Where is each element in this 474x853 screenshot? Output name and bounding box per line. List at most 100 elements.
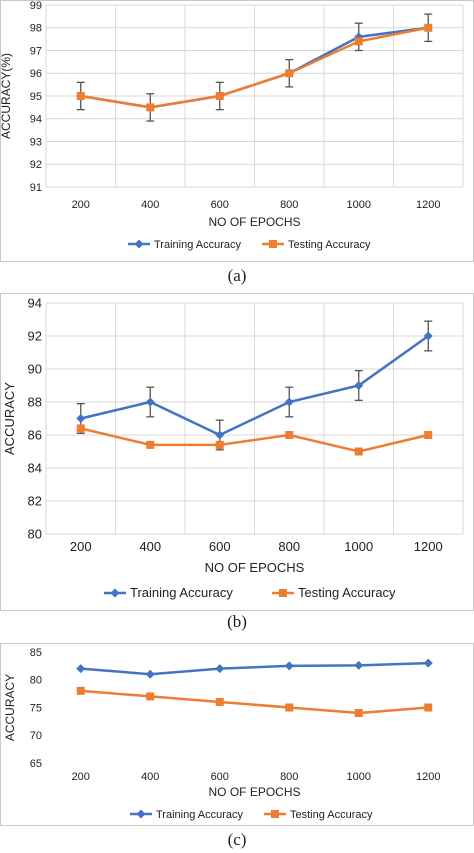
chart-a-svg: 91 92 93 94 95 96 97 98 99 200 400 600 800 1000 1200 NO… [0, 0, 474, 262]
legend-marker-diamond [110, 588, 120, 598]
y-tick-label: 75 [30, 702, 42, 714]
training-point-marker [76, 664, 86, 674]
chart-b-caption: (b) [227, 612, 247, 631]
testing-point-marker [285, 69, 294, 78]
testing-point-marker [424, 703, 433, 712]
x-tick-label: 400 [139, 539, 161, 554]
legend-label: Testing Accuracy [290, 809, 373, 821]
testing-point-marker [215, 440, 224, 449]
legend-marker-square [269, 240, 277, 248]
x-tick-label: 1200 [414, 539, 443, 554]
y-axis-title: ACCURACY(%) [0, 53, 13, 139]
y-tick-label: 94 [30, 114, 42, 126]
training-point-marker [354, 660, 364, 670]
y-tick-label: 92 [30, 159, 42, 171]
training-point-marker [215, 430, 225, 440]
y-tick-label: 92 [28, 329, 42, 344]
y-axis-title: ACCURACY [3, 674, 17, 741]
x-tick-label: 400 [141, 771, 159, 783]
testing-point-marker [354, 709, 363, 718]
legend-marker-diamond [134, 239, 144, 249]
training-point-marker [284, 397, 294, 407]
y-tick-label: 84 [28, 461, 42, 476]
training-point-marker [284, 661, 294, 671]
legend-marker-square [271, 810, 279, 818]
y-tick-label: 65 [30, 758, 42, 770]
testing-point-marker [146, 103, 155, 112]
x-tick-label: 1000 [344, 539, 373, 554]
x-axis-title: NO OF EPOCHS [208, 215, 300, 229]
x-tick-label: 200 [70, 539, 92, 554]
y-tick-label: 85 [30, 647, 42, 659]
series-line-testing [80, 26, 429, 109]
y-tick-label: 82 [28, 494, 42, 509]
x-tick-label: 400 [141, 199, 159, 211]
testing-point-marker [285, 431, 294, 439]
y-tick-label: 90 [28, 362, 42, 377]
y-tick-label: 86 [28, 428, 42, 443]
x-tick-label: 1200 [416, 771, 440, 783]
chart-a-caption: (a) [227, 266, 247, 285]
legend-marker-diamond [136, 809, 146, 819]
training-point-marker [354, 381, 364, 390]
x-tick-label: 800 [280, 771, 298, 783]
testing-point-marker [146, 440, 155, 449]
testing-point-marker [76, 686, 85, 695]
x-tick-label: 600 [211, 199, 229, 211]
training-point-marker [145, 397, 155, 407]
legend-label: Training Accuracy [156, 809, 244, 821]
chart-c-caption: (c) [227, 830, 247, 849]
y-axis-title: ACCURACY [2, 382, 17, 455]
y-tick-label: 95 [30, 91, 42, 103]
training-point-marker [423, 658, 433, 668]
testing-point-marker [146, 692, 155, 701]
y-tick-label: 94 [28, 296, 42, 311]
series-line-training [80, 334, 429, 437]
legend-label: Testing Accuracy [298, 585, 396, 600]
y-tick-label: 70 [30, 730, 42, 742]
series-line-testing [80, 427, 429, 453]
x-tick-label: 1000 [347, 771, 371, 783]
testing-point-marker [424, 431, 433, 439]
x-tick-label: 800 [280, 199, 298, 211]
x-tick-label: 800 [278, 539, 300, 554]
y-tick-label: 97 [30, 45, 42, 57]
training-point-marker [215, 664, 225, 674]
x-tick-label: 600 [211, 771, 229, 783]
y-tick-label: 98 [30, 23, 42, 35]
testing-point-marker [285, 703, 294, 712]
x-tick-label: 1200 [416, 199, 440, 211]
series-line-training [80, 661, 429, 676]
testing-point-marker [424, 23, 433, 32]
chart-a: 91 92 93 94 95 96 97 98 99 200 400 600 800 1000 1200 NO… [0, 0, 474, 262]
x-tick-label: 200 [72, 199, 90, 211]
chart-b-svg: 80 82 84 86 88 90 92 94 200 400 600 800 1000 1200 NO O… [0, 293, 474, 611]
x-tick-label: 600 [209, 539, 231, 554]
legend-label: Training Accuracy [154, 239, 242, 251]
chart-c-svg: 65 70 75 80 85 200 400 600 800 1000 1200 NO OF EPOC… [0, 643, 474, 826]
chart-c: 65 70 75 80 85 200 400 600 800 1000 1200 NO OF EPOC… [0, 643, 474, 826]
x-axis-title: NO OF EPOCHS [208, 785, 300, 799]
legend-label: Testing Accuracy [288, 239, 371, 251]
y-tick-label: 80 [28, 527, 42, 542]
y-tick-label: 88 [28, 395, 42, 410]
testing-point-marker [215, 92, 224, 100]
series-line-testing [80, 689, 429, 715]
y-tick-label: 80 [30, 675, 42, 687]
testing-point-marker [76, 92, 85, 100]
y-tick-label: 91 [30, 182, 42, 194]
y-tick-label: 93 [30, 136, 42, 148]
legend-marker-square [279, 589, 287, 597]
testing-point-marker [215, 697, 224, 706]
training-point-marker [76, 414, 86, 423]
x-axis-title: NO OF EPOCHS [205, 560, 305, 575]
training-point-marker [423, 331, 433, 341]
chart-b: 80 82 84 86 88 90 92 94 200 400 600 800 1000 1200 NO O… [0, 293, 474, 611]
y-tick-label: 99 [30, 0, 42, 12]
x-tick-label: 1000 [347, 199, 371, 211]
y-tick-label: 96 [30, 68, 42, 80]
legend-label: Training Accuracy [130, 585, 233, 600]
x-tick-label: 200 [72, 771, 90, 783]
testing-point-marker [354, 37, 363, 46]
testing-point-marker [76, 424, 85, 433]
